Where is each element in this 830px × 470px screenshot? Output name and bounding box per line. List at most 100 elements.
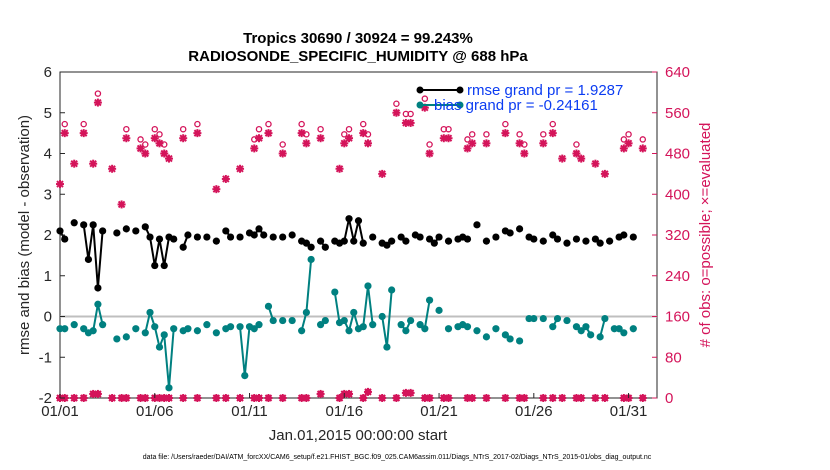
rmse-point <box>56 227 64 235</box>
rmse-point <box>354 217 363 225</box>
obs-evaluated-marker <box>316 134 325 143</box>
bias-point <box>492 325 500 333</box>
rmse-point <box>515 225 524 233</box>
rmse-point <box>61 235 69 243</box>
obs-evaluated-marker-stroke <box>577 154 585 163</box>
obs-possible-marker <box>468 394 476 402</box>
obs-possible-marker <box>179 394 187 402</box>
obs-evaluated-marker-stroke <box>639 144 647 153</box>
bias-point <box>501 331 509 339</box>
rmse-point <box>151 261 159 270</box>
obs-possible-marker <box>236 394 244 402</box>
obs-evaluated-marker-stroke <box>539 139 547 148</box>
obs-evaluated-marker <box>193 129 202 138</box>
obs-evaluated-marker <box>141 149 150 158</box>
obs-evaluated-marker-stroke <box>79 129 88 137</box>
obs-possible-marker <box>577 394 585 402</box>
left-y-tick-label: 6 <box>44 64 52 81</box>
rmse-point <box>70 219 78 227</box>
chart-title-line1: Tropics 30690 / 30924 = 99.243% <box>243 30 473 47</box>
obs-evaluated-marker <box>60 129 69 138</box>
x-axis: 01/01 01/06 01/11 01/16 01/21 01/26 01/31 <box>41 393 647 420</box>
bias-point <box>572 323 581 331</box>
bias-point <box>255 321 263 329</box>
obs-possible-marker <box>359 120 367 128</box>
rmse-point <box>444 237 453 245</box>
right-y-tick-label: 240 <box>665 268 690 285</box>
obs-possible-marker <box>298 120 305 128</box>
rmse-point <box>553 235 562 243</box>
chart-title-line2: RADIOSONDE_SPECIFIC_HUMIDITY @ 688 hPa <box>188 48 528 65</box>
bias-point <box>359 323 367 331</box>
rmse-point <box>80 221 88 229</box>
obs-evaluated-marker <box>378 169 387 178</box>
bias-series <box>56 255 637 392</box>
bias-point <box>383 343 391 351</box>
obs-evaluated-marker-stroke <box>255 134 263 142</box>
left-y-tick-label: -2 <box>39 390 52 407</box>
obs-evaluated-marker <box>406 118 415 127</box>
obs-evaluated-marker-stroke <box>601 170 609 178</box>
rmse-point <box>184 231 192 239</box>
obs-evaluated-marker <box>520 149 529 158</box>
obs-evaluated-marker-stroke <box>250 144 258 153</box>
obs-evaluated-marker-stroke <box>378 170 386 178</box>
obs-evaluated-marker-stroke <box>558 154 566 163</box>
rmse-point <box>473 221 481 229</box>
bias-point <box>563 316 571 325</box>
legend-bias-marker-right <box>456 101 464 109</box>
bias-point <box>298 327 306 335</box>
obs-evaluated-marker-stroke <box>222 175 230 183</box>
bias-point <box>378 312 386 321</box>
obs-evaluated-marker <box>236 164 245 173</box>
obs-possible-marker <box>265 120 272 128</box>
obs-possible-marker <box>142 394 149 402</box>
rmse-point <box>250 231 258 239</box>
bias-point <box>89 327 97 335</box>
obs-evaluated-marker <box>345 134 354 143</box>
rmse-point <box>435 233 443 241</box>
bias-point <box>269 316 277 325</box>
legend-bias-label: bias grand pr = -0.24161 <box>434 97 598 114</box>
obs-evaluated-marker-stroke <box>501 129 510 137</box>
rmse-point <box>620 231 628 239</box>
obs-possible-marker <box>516 131 523 138</box>
obs-evaluated-marker <box>93 98 102 107</box>
right-y-tick-label: 400 <box>665 186 690 203</box>
obs-evaluated-marker <box>363 139 372 148</box>
obs-possible-marker <box>142 141 149 148</box>
left-y-tick-label: 5 <box>44 105 52 122</box>
obs-evaluated-marker-stroke <box>591 159 600 168</box>
obs-evaluated-marker-stroke <box>212 185 221 193</box>
obs-evaluated-marker <box>335 164 344 173</box>
rmse-point <box>203 233 211 241</box>
right-y-tick-label: 480 <box>665 146 690 163</box>
rmse-point <box>539 237 547 245</box>
rmse-point <box>572 235 581 243</box>
obs-possible-marker <box>468 131 476 138</box>
obs-possible-marker <box>407 389 414 397</box>
obs-possible-marker <box>70 394 78 402</box>
left-y-axis-label: rmse and bias (model - observation) <box>16 115 33 355</box>
rmse-point <box>563 239 571 247</box>
left-y-tick-label: 3 <box>44 186 52 203</box>
bias-point <box>444 325 453 333</box>
obs-evaluated-marker <box>539 139 548 148</box>
bias-point <box>331 288 339 296</box>
rmse-point <box>146 233 154 241</box>
rmse-point <box>132 227 140 235</box>
obs-possible-marker <box>279 141 286 148</box>
obs-evaluated-marker <box>122 134 131 143</box>
bias-point <box>151 323 159 331</box>
obs-possible-marker <box>123 394 130 402</box>
obs-possible-marker <box>407 110 414 118</box>
obs-evaluated-marker <box>264 129 273 138</box>
bias-point <box>407 316 415 325</box>
obs-evaluated-marker-stroke <box>56 180 64 188</box>
rmse-point <box>170 235 178 243</box>
rmse-point <box>226 233 235 241</box>
obs-evaluated-marker-stroke <box>61 129 69 137</box>
bias-point <box>212 329 220 337</box>
bias-point <box>184 325 192 333</box>
obs-possible-marker <box>558 394 566 402</box>
